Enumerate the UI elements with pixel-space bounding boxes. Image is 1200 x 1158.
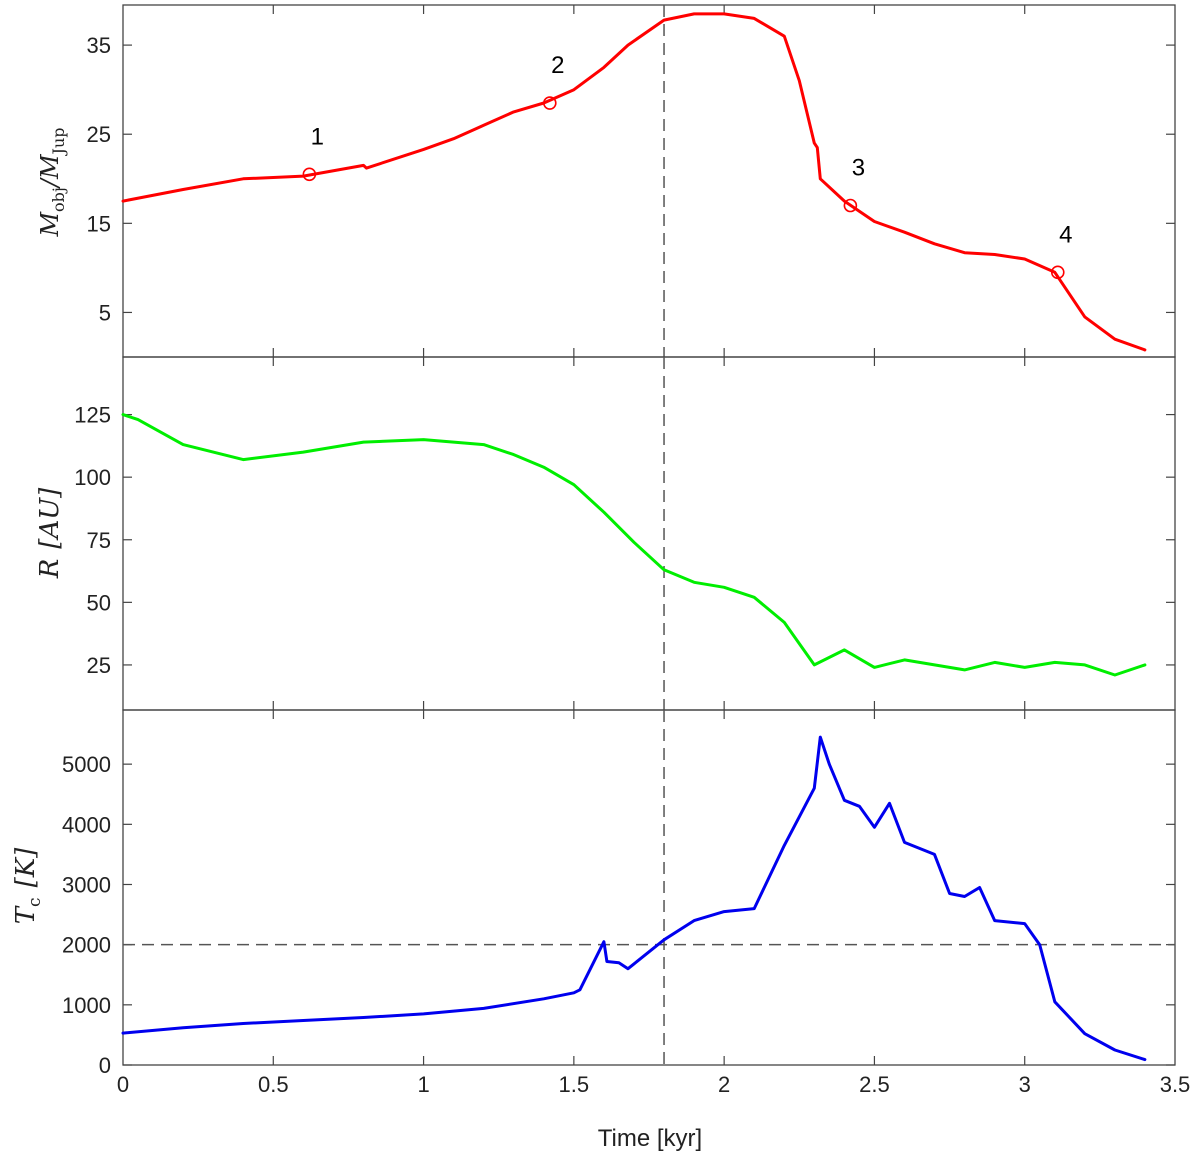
mass-marker-4 [1050,265,1065,280]
x-tick-label: 1.5 [559,1072,590,1097]
mass-ytick-label: 5 [99,300,111,325]
temperature-ytick-label: 5000 [62,752,111,777]
mass-ytick-label: 25 [87,122,111,147]
panel-object-mass: Mobj/MJup 5 15 25 35 1 2 3 4 [36,4,1176,358]
mass-ytick-label: 15 [87,211,111,236]
radius-series-line [121,413,1147,677]
temperature-frame [122,709,1176,1066]
temperature-ytick-label: 1000 [62,993,111,1018]
x-tick-label: 3.5 [1160,1072,1191,1097]
mass-frame [122,4,1176,358]
mass-axis-title: Mobj/MJup [36,127,68,237]
x-tick-label: 2 [718,1072,730,1097]
radius-ytick-label: 75 [87,528,111,553]
x-tick-label: 2.5 [859,1072,890,1097]
x-axis: Time [kyr] 0 0.5 1 1.5 2 2.5 3 3.5 [117,1072,1190,1152]
mass-marker-3 [843,198,858,213]
temperature-ytick-label: 4000 [62,812,111,837]
mass-series-line [121,12,1147,352]
mass-ytick-label: 35 [87,33,111,58]
mass-marker-1 [302,167,317,182]
mass-marker-label-1: 1 [311,123,324,150]
mass-marker-label-2: 2 [551,52,564,79]
temperature-ytick-label: 2000 [62,933,111,958]
panel-central-temperature: Tc[K] 0 1000 2000 3000 4000 5000 [11,709,1176,1078]
temperature-ytick-label: 3000 [62,872,111,897]
temperature-series-line [121,735,1147,1062]
temperature-ytick-label: 0 [99,1053,111,1078]
panel-orbital-radius: R[AU] 25 50 75 100 125 [35,356,1176,711]
mass-marker-label-4: 4 [1059,221,1072,248]
x-axis-title: Time [kyr] [598,1125,702,1152]
radius-axis-title: R[AU] [35,487,65,579]
radius-ytick-label: 125 [74,403,111,428]
x-tick-label: 1 [417,1072,429,1097]
x-tick-label: 3 [1019,1072,1031,1097]
x-tick-label: 0.5 [258,1072,289,1097]
mass-marker-2 [543,96,557,110]
radius-ytick-label: 50 [87,590,111,615]
radius-ytick-label: 100 [74,465,111,490]
radius-frame [122,356,1176,711]
mass-marker-label-3: 3 [852,155,865,182]
temperature-axis-title: Tc[K] [11,847,45,924]
x-tick-label: 0 [117,1072,129,1097]
radius-ytick-label: 25 [87,653,111,678]
